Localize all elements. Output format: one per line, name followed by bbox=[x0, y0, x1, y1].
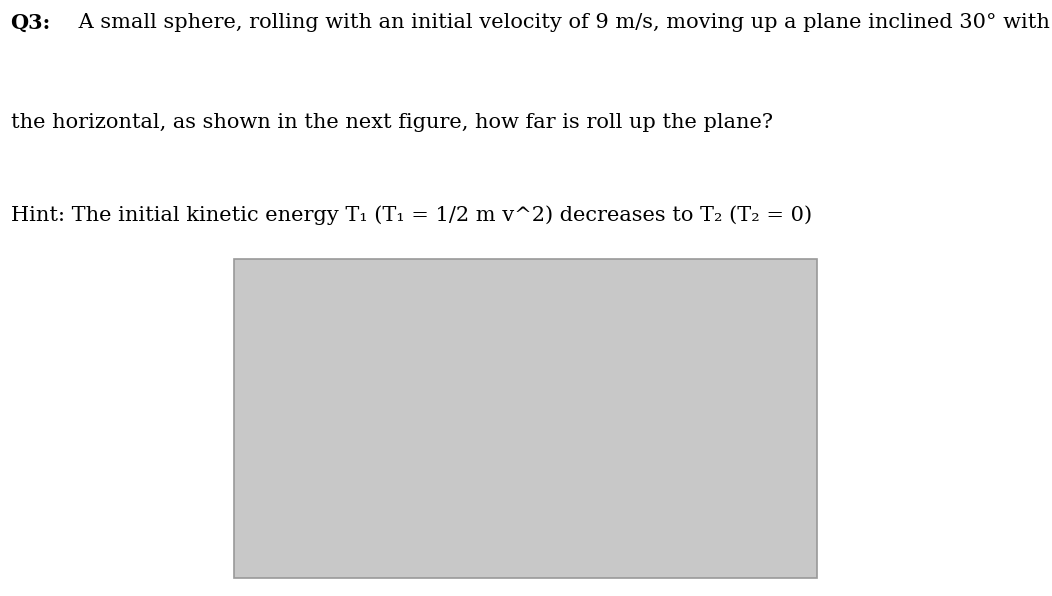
Text: A small sphere, rolling with an initial velocity of 9 m/s, moving up a plane inc: A small sphere, rolling with an initial … bbox=[72, 13, 1050, 32]
Text: $N_A$: $N_A$ bbox=[421, 422, 441, 440]
Text: x: x bbox=[561, 390, 569, 404]
Ellipse shape bbox=[356, 417, 428, 458]
Ellipse shape bbox=[397, 439, 411, 448]
Text: Hint: The initial kinetic energy T₁ (T₁ = 1/2 m v^2) decreases to T₂ (T₂ = 0): Hint: The initial kinetic energy T₁ (T₁ … bbox=[11, 205, 812, 225]
Text: the horizontal, as shown in the next figure, how far is roll up the plane?: the horizontal, as shown in the next fig… bbox=[11, 113, 772, 132]
Text: 30°: 30° bbox=[353, 511, 378, 524]
Text: F: F bbox=[526, 396, 537, 411]
Text: mg: mg bbox=[416, 477, 438, 492]
Text: y: y bbox=[316, 344, 324, 358]
Text: Q3:: Q3: bbox=[11, 13, 50, 33]
Ellipse shape bbox=[343, 402, 465, 485]
